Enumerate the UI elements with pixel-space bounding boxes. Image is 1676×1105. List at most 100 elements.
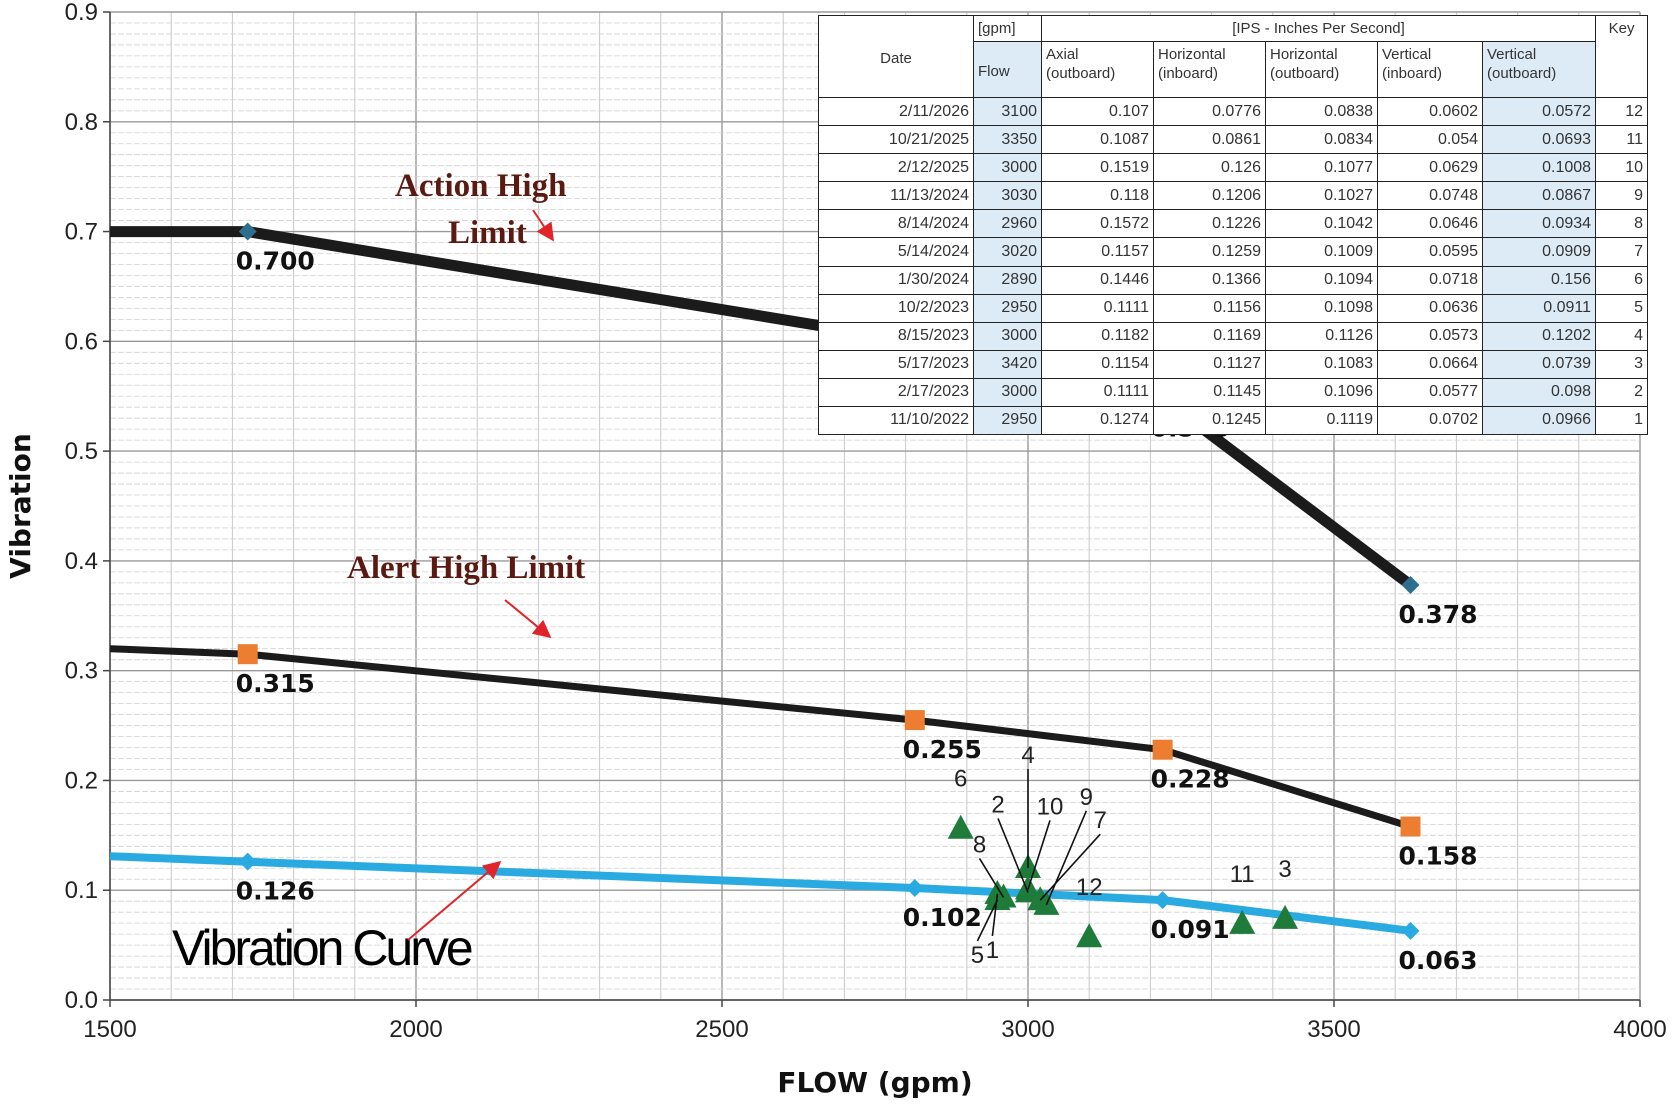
table-cell: 2	[1595, 377, 1649, 407]
table-body: 2/11/2026 3100 0.107 0.0776 0.0838 0.0602 0.05…	[818, 97, 1649, 436]
y-tick-label: 0.9	[65, 0, 98, 26]
table-row: 11/10/2022 2950 0.1274 0.1245 0.1119 0.0702 0.…	[818, 405, 1649, 436]
table-cell: 0.1206	[1153, 181, 1266, 211]
data-label: 0.091	[1151, 915, 1230, 944]
table-cell: 0.1274	[1041, 405, 1154, 436]
table-cell: 2/17/2023	[818, 377, 974, 407]
table-row: 2/17/2023 3000 0.1111 0.1145 0.1096 0.0577 0.0…	[818, 377, 1649, 407]
data-label: 0.378	[1399, 600, 1478, 629]
table-row: 1/30/2024 2890 0.1446 0.1366 0.1094 0.0718 0.1…	[818, 265, 1649, 295]
table-row: 2/12/2025 3000 0.1519 0.126 0.1077 0.0629 0.10…	[818, 153, 1649, 183]
table-cell: 0.1145	[1153, 377, 1266, 407]
table-cell: 0.1111	[1041, 377, 1154, 407]
table-cell: 0.1126	[1265, 321, 1378, 351]
data-labels: 0.7000.5480.3780.3150.2550.2280.1580.126…	[236, 247, 1478, 975]
x-tick-label: 3500	[1307, 1016, 1360, 1043]
key-leader-line	[997, 818, 1029, 893]
curve-marker	[1401, 921, 1420, 940]
table-cell: 3000	[973, 321, 1042, 351]
table-cell: 0.0911	[1481, 293, 1597, 323]
table-cell: 3000	[973, 153, 1042, 183]
table-cell: 0.1202	[1481, 321, 1597, 351]
table-cell: 8/15/2023	[818, 321, 974, 351]
y-tick-label: 0.1	[65, 877, 98, 904]
table-row: 8/15/2023 3000 0.1182 0.1169 0.1126 0.0573 0.1…	[818, 321, 1649, 351]
alert-marker	[237, 644, 258, 665]
table-row: 5/17/2023 3420 0.1154 0.1127 0.1083 0.0664 0.0…	[818, 349, 1649, 379]
table-row: 10/21/2025 3350 0.1087 0.0861 0.0834 0.054 0.0…	[818, 125, 1649, 155]
x-tick-label: 2000	[389, 1016, 442, 1043]
table-cell: 0.098	[1481, 377, 1597, 407]
key-label: 12	[1076, 874, 1103, 901]
x-tick-label: 4000	[1613, 1016, 1666, 1043]
col-axial-header: Axial (outboard)	[1041, 41, 1154, 99]
table-cell: 0.0748	[1377, 181, 1483, 211]
table-cell: 0.0739	[1481, 349, 1597, 379]
key-label: 1	[986, 937, 999, 964]
table-cell: 10	[1595, 153, 1649, 183]
table-cell: 3350	[973, 125, 1042, 155]
measurement-triangle	[1076, 923, 1103, 948]
y-tick-label: 0.0	[65, 987, 98, 1014]
table-cell: 0.1098	[1265, 293, 1378, 323]
measurement-triangle	[947, 814, 974, 839]
table-cell: 0.1119	[1265, 405, 1378, 436]
table-cell: 11	[1595, 125, 1649, 155]
table-cell: 0.0693	[1481, 125, 1597, 155]
annotations: Action High Limit Alert High Limit Vibratio…	[172, 167, 586, 976]
table-cell: 1	[1595, 405, 1649, 436]
data-label: 0.158	[1399, 842, 1478, 871]
table-cell: 3	[1595, 349, 1649, 379]
table-cell: 0.0602	[1377, 97, 1483, 127]
table-cell: 5/14/2024	[818, 237, 974, 267]
table-cell: 4	[1595, 321, 1649, 351]
table-cell: 0.1127	[1153, 349, 1266, 379]
table-cell: 2/12/2025	[818, 153, 974, 183]
key-label: 2	[991, 791, 1004, 818]
table-cell: 0.1042	[1265, 209, 1378, 239]
table-cell: 0.1226	[1153, 209, 1266, 239]
curve-marker	[1153, 891, 1172, 910]
table-cell: 0.1077	[1265, 153, 1378, 183]
table-cell: 0.156	[1481, 265, 1597, 295]
table-cell: 2950	[973, 405, 1042, 436]
key-label: 6	[954, 766, 967, 793]
table-cell: 5/17/2023	[818, 349, 974, 379]
y-tick-label: 0.4	[65, 548, 98, 575]
key-label: 9	[1080, 784, 1093, 811]
table-cell: 0.1519	[1041, 153, 1154, 183]
table-cell: 0.1154	[1041, 349, 1154, 379]
table-cell: 10/21/2025	[818, 125, 974, 155]
table-cell: 11/10/2022	[818, 405, 974, 436]
table-cell: 1/30/2024	[818, 265, 974, 295]
table-cell: 3020	[973, 237, 1042, 267]
table-cell: 0.0573	[1377, 321, 1483, 351]
table-cell: 2960	[973, 209, 1042, 239]
axes: 1500 2000 2500 3000 3500 4000 0.0 0.1 0.2 0.3 0.4 0…	[4, 0, 1667, 1099]
action-marker	[1401, 576, 1420, 595]
y-tick-label: 0.7	[65, 219, 98, 246]
key-label: 3	[1278, 856, 1291, 883]
table-cell: 2890	[973, 265, 1042, 295]
data-table: Date [gpm] [IPS - Inches Per Second] Key…	[818, 14, 1649, 436]
table-cell: 0.1156	[1153, 293, 1266, 323]
col-key-header: Key	[1595, 14, 1649, 99]
key-label: 11	[1230, 861, 1255, 888]
table-cell: 0.0572	[1481, 97, 1597, 127]
table-row: 10/2/2023 2950 0.1111 0.1156 0.1098 0.0636 0.0…	[818, 293, 1649, 323]
y-tick-label: 0.6	[65, 328, 98, 355]
annotation-vibration-curve: Vibration Curve	[172, 920, 472, 976]
col-date-header: Date	[818, 14, 974, 99]
table-cell: 0.1083	[1265, 349, 1378, 379]
table-cell: 0.0909	[1481, 237, 1597, 267]
table-cell: 0.107	[1041, 97, 1154, 127]
x-tick-label: 3000	[1001, 1016, 1054, 1043]
col-flow-header: Flow	[973, 41, 1042, 99]
key-leader-line	[1027, 820, 1051, 890]
table-cell: 0.054	[1377, 125, 1483, 155]
table-cell: 10/2/2023	[818, 293, 974, 323]
data-label: 0.102	[903, 903, 982, 932]
table-cell: 8/14/2024	[818, 209, 974, 239]
table-cell: 0.126	[1153, 153, 1266, 183]
